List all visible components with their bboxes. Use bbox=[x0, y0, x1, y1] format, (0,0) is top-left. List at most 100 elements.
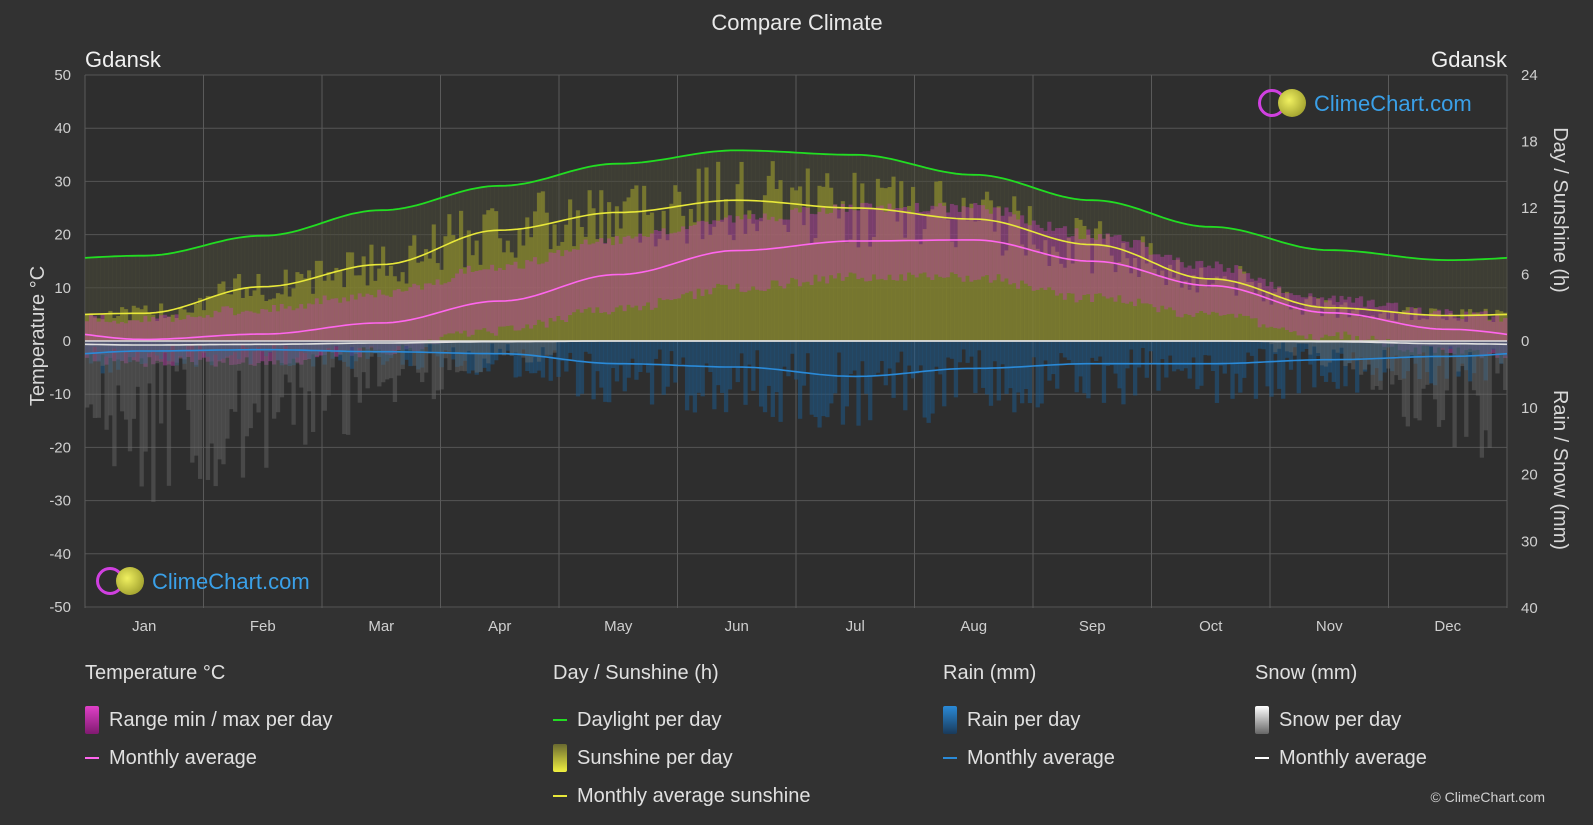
sunshine-bar bbox=[1004, 250, 1009, 341]
sunshine-bar bbox=[447, 214, 452, 341]
rain-bar bbox=[918, 341, 924, 366]
sunshine-bar bbox=[135, 307, 140, 341]
temp-range-bar bbox=[1070, 236, 1075, 294]
sunshine-avg-swatch bbox=[553, 795, 567, 797]
rain-bar bbox=[1012, 341, 1017, 413]
temp-range-bar bbox=[548, 252, 553, 319]
sunshine-bar bbox=[544, 212, 550, 341]
rain-bar bbox=[552, 341, 557, 351]
rain-bar bbox=[673, 341, 678, 383]
temp-range-bar bbox=[357, 293, 363, 358]
sunshine-bar bbox=[151, 314, 156, 341]
temp-range-bar bbox=[182, 319, 187, 360]
rain-bar bbox=[1479, 341, 1485, 359]
sunshine-bar bbox=[178, 307, 183, 341]
sunshine-bar bbox=[996, 206, 1001, 341]
temp-range-bar bbox=[669, 233, 674, 301]
daylight-bar bbox=[1362, 252, 1368, 341]
temp-range-bar bbox=[197, 316, 203, 360]
rain-bar bbox=[1179, 341, 1185, 371]
rain-bar bbox=[540, 341, 546, 378]
rain-bar bbox=[1499, 341, 1504, 364]
snow-bar bbox=[447, 341, 452, 371]
rain-bar bbox=[404, 341, 409, 360]
rain-bar bbox=[408, 341, 413, 367]
sunshine-bar bbox=[217, 283, 222, 341]
rain-bar bbox=[1191, 341, 1196, 358]
sunshine-bar bbox=[1319, 316, 1325, 341]
daylight-bar bbox=[151, 255, 156, 341]
snow-bar bbox=[120, 341, 125, 412]
daylight-bar bbox=[287, 232, 292, 341]
rain-bar bbox=[1331, 341, 1336, 382]
temp-range-bar bbox=[299, 304, 304, 365]
snow-bar bbox=[416, 341, 421, 373]
snow-bar bbox=[155, 341, 160, 364]
temp-range-bar bbox=[423, 283, 429, 344]
sunshine-bar bbox=[1296, 309, 1301, 341]
temp-range-bar bbox=[1109, 236, 1114, 298]
temp-range-bar bbox=[910, 213, 916, 275]
snow-bar bbox=[373, 341, 378, 354]
logo-top[interactable]: ClimeChart.com bbox=[1258, 88, 1472, 120]
temp-range-bar bbox=[720, 219, 725, 285]
sunshine-bar bbox=[412, 235, 417, 341]
snow-bar bbox=[1292, 341, 1298, 356]
snow-bar bbox=[529, 341, 534, 363]
rain-bar bbox=[205, 341, 211, 357]
daylight-bar bbox=[1432, 259, 1438, 341]
snow-bar bbox=[264, 341, 269, 468]
temp-range-bar bbox=[1090, 237, 1095, 302]
sunshine-bar bbox=[934, 181, 939, 341]
sunshine-bar bbox=[1382, 311, 1387, 341]
rain-bar bbox=[829, 341, 834, 404]
sunshine-bar bbox=[1062, 267, 1068, 341]
sunshine-bar bbox=[482, 214, 487, 341]
temp-range-bar bbox=[844, 211, 849, 277]
left-tick-label: -10 bbox=[49, 386, 71, 403]
daylight-bar bbox=[108, 256, 113, 341]
temp-range-bar bbox=[957, 211, 962, 278]
daylight-bar bbox=[104, 256, 109, 341]
temp-range-bar bbox=[1448, 310, 1453, 353]
sunshine-bar bbox=[1242, 271, 1247, 341]
snow-bar bbox=[248, 341, 253, 429]
sunshine-bar bbox=[1008, 216, 1013, 341]
snow-bar bbox=[377, 341, 382, 387]
daylight-bar bbox=[1378, 254, 1383, 341]
rain-avg-swatch bbox=[943, 757, 957, 759]
daylight-bar bbox=[404, 207, 409, 341]
sunshine-bar bbox=[809, 243, 814, 341]
temp-range-bar bbox=[1207, 265, 1212, 315]
rain-bar bbox=[661, 341, 666, 395]
legend-label: Monthly average bbox=[109, 746, 257, 769]
sunshine-bar bbox=[1199, 267, 1204, 341]
sunshine-bar bbox=[1378, 313, 1383, 341]
sunshine-bar bbox=[1039, 254, 1044, 341]
rain-bar bbox=[595, 341, 600, 372]
sunshine-bar bbox=[871, 236, 877, 341]
sunshine-bar bbox=[661, 210, 666, 341]
sunshine-bar bbox=[1417, 319, 1422, 341]
sunshine-bar bbox=[248, 295, 253, 341]
sunshine-bar bbox=[275, 293, 281, 341]
logo-bottom[interactable]: ClimeChart.com bbox=[96, 566, 310, 598]
snow-bar bbox=[326, 341, 331, 396]
sunshine-bar bbox=[1226, 279, 1231, 341]
temp-range-bar bbox=[1456, 317, 1461, 348]
temp-range-bar bbox=[673, 232, 678, 300]
sunshine-bar bbox=[466, 230, 472, 341]
sunshine-bar bbox=[338, 271, 343, 341]
snow-bar bbox=[1335, 341, 1340, 353]
temp-range-bar bbox=[1156, 254, 1161, 313]
daylight-bar bbox=[462, 190, 468, 341]
rain-bar bbox=[844, 341, 849, 407]
sunshine-bar bbox=[1000, 255, 1005, 341]
snow-bar bbox=[127, 341, 133, 452]
daylight-bar bbox=[1409, 257, 1414, 341]
rain-bar bbox=[922, 341, 927, 418]
rain-bar bbox=[649, 341, 655, 405]
temp-range-bar bbox=[435, 279, 440, 345]
rain-bar bbox=[875, 341, 881, 373]
sunshine-bar bbox=[1355, 307, 1360, 341]
